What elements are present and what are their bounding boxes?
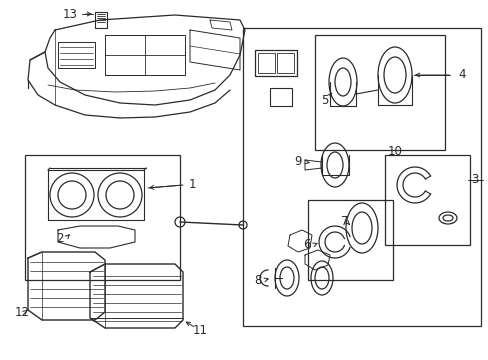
Text: 8: 8 bbox=[254, 274, 261, 287]
Text: 10: 10 bbox=[387, 145, 402, 158]
Text: 13: 13 bbox=[62, 8, 77, 21]
Text: 4: 4 bbox=[457, 68, 465, 81]
Text: 5: 5 bbox=[321, 94, 328, 107]
Bar bbox=[269, 88, 291, 106]
Bar bbox=[95, 12, 107, 28]
Bar bbox=[314, 35, 444, 150]
Bar bbox=[25, 155, 180, 280]
Bar bbox=[384, 155, 469, 245]
Text: 6: 6 bbox=[303, 238, 310, 252]
Bar bbox=[243, 28, 480, 326]
Text: 2: 2 bbox=[56, 231, 63, 244]
Text: 9: 9 bbox=[294, 156, 301, 168]
Text: 3: 3 bbox=[470, 174, 478, 186]
Text: 7: 7 bbox=[341, 216, 348, 229]
Bar bbox=[254, 50, 296, 76]
Text: 11: 11 bbox=[192, 324, 207, 337]
Text: 1: 1 bbox=[188, 179, 195, 192]
Bar bbox=[276, 53, 293, 73]
Bar bbox=[258, 53, 274, 73]
Text: 12: 12 bbox=[15, 306, 29, 319]
Bar bbox=[307, 200, 392, 280]
